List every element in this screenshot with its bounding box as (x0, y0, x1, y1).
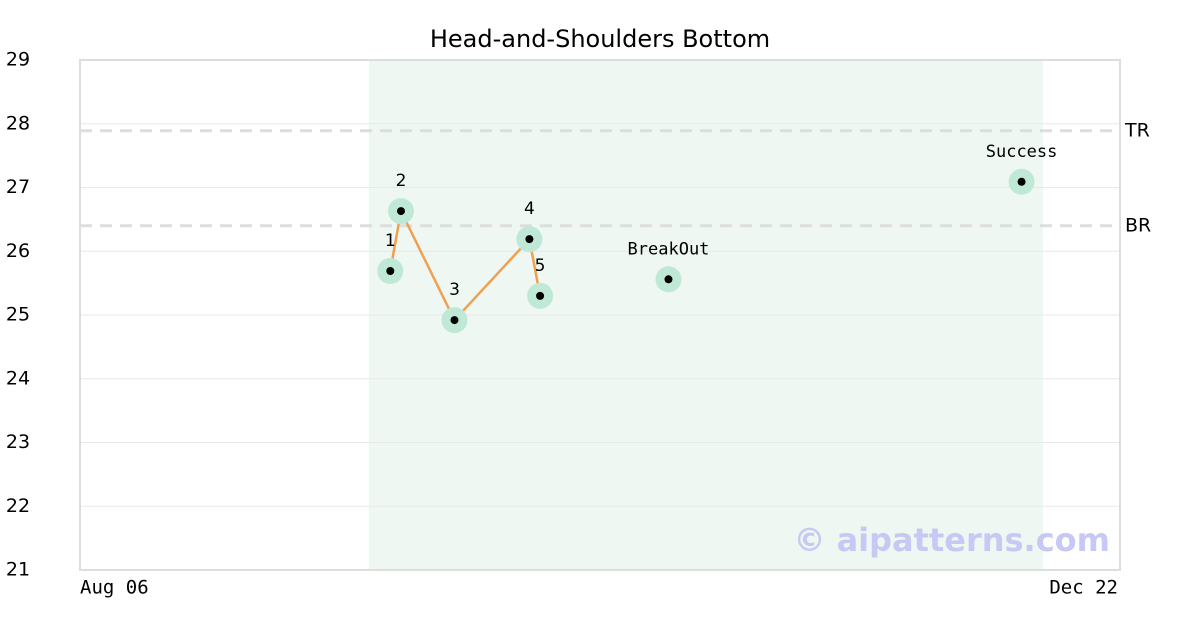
plot-frame (79, 59, 1121, 571)
y-tick-label: 23 (6, 431, 30, 453)
marker-dot (450, 316, 459, 325)
marker-dot (536, 291, 545, 300)
marker-label: BreakOut (628, 239, 710, 259)
y-tick-label: 21 (6, 559, 30, 581)
marker-label: 5 (535, 256, 546, 276)
y-tick-label: 28 (6, 112, 30, 134)
marker-dot (386, 267, 395, 276)
marker-dot (664, 275, 673, 284)
y-tick-label: 24 (6, 367, 30, 389)
y-tick-label: 26 (6, 240, 30, 262)
x-tick-label: Dec 22 (1049, 577, 1118, 599)
marker-label: 2 (396, 171, 407, 191)
marker-dot (525, 235, 534, 244)
marker-dot (396, 207, 405, 216)
marker-label: 4 (524, 199, 535, 219)
y-tick-label: 25 (6, 304, 30, 326)
watermark: © aipatterns.com (793, 521, 1110, 559)
marker-label: 3 (449, 280, 460, 300)
marker-label: Success (986, 142, 1058, 162)
level-label: TR (1124, 119, 1150, 141)
y-tick-label: 27 (6, 176, 30, 198)
level-label: BR (1125, 214, 1151, 236)
chart-title: Head-and-Shoulders Bottom (430, 25, 770, 53)
x-tick-label: Aug 06 (80, 577, 149, 599)
y-tick-label: 22 (6, 495, 30, 517)
marker-dot (1017, 177, 1026, 186)
y-tick-label: 29 (6, 49, 30, 71)
marker-label: 1 (385, 231, 396, 251)
